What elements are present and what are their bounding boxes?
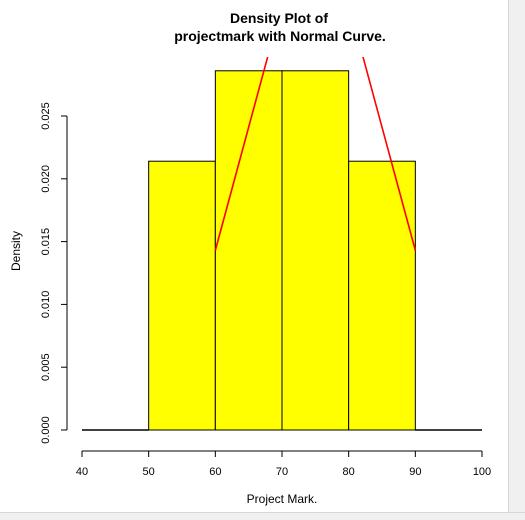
y-tick-label-4: 0.020 [40, 165, 52, 193]
x-tick-label-1: 50 [143, 466, 155, 478]
x-tick-label-0: 40 [76, 466, 88, 478]
y-tick-label-3: 0.015 [40, 228, 52, 256]
window-bottom-strip [0, 512, 525, 520]
y-tick-label-1: 0.005 [40, 353, 52, 381]
x-axis: 40 50 60 70 80 90 100 [76, 450, 491, 478]
y-tick-label-2: 0.010 [40, 291, 52, 319]
histogram-bar-4 [348, 160, 416, 431]
y-axis-label: Density [9, 231, 23, 271]
x-tick-label-5: 90 [409, 466, 421, 478]
normal-curve [214, 57, 417, 251]
histogram-bars [82, 70, 482, 431]
x-tick-label-6: 100 [473, 466, 491, 478]
window-scrollbar-strip [508, 0, 525, 519]
x-tick-label-3: 70 [276, 466, 288, 478]
histogram-bar-2 [214, 70, 283, 431]
chart-title-line-1: Density Plot of [230, 10, 328, 26]
histogram-bar-3 [281, 70, 350, 431]
y-tick-label-5: 0.025 [40, 102, 52, 130]
chart-title-line-2: projectmark with Normal Curve. [174, 28, 386, 44]
histogram-bar-1 [148, 160, 216, 431]
x-tick-label-4: 80 [343, 466, 355, 478]
normal-curve-segment-1 [362, 57, 417, 251]
x-tick-label-2: 60 [209, 466, 221, 478]
y-axis: 0.000 0.005 0.010 0.015 0.020 0.025 [40, 102, 68, 444]
x-axis-label: Project Mark. [247, 492, 318, 506]
normal-curve-segment-0 [214, 57, 269, 251]
y-tick-label-0: 0.000 [40, 416, 52, 444]
